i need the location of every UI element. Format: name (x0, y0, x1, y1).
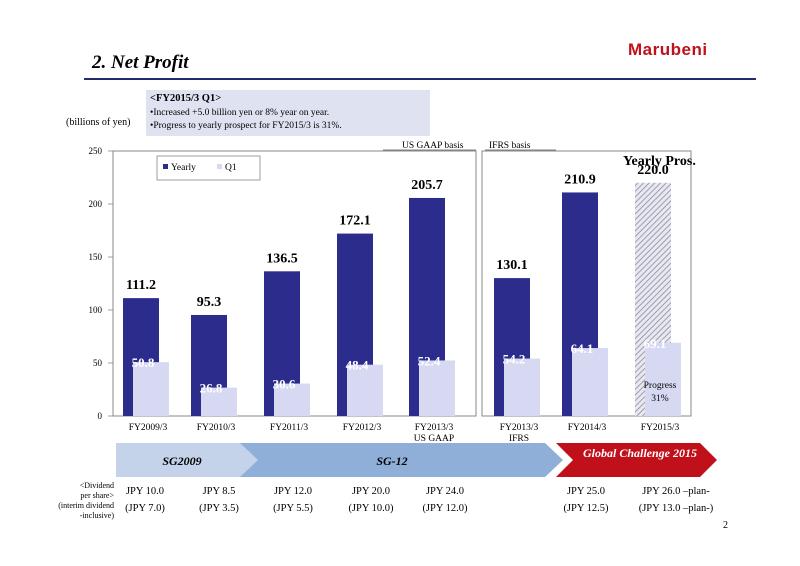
dividend-column: JPY 12.0 (JPY 5.5) (260, 483, 326, 517)
dividend-interim: (JPY 3.5) (199, 503, 239, 514)
summary-note-line: •Progress to yearly prospect for FY2015/… (150, 121, 342, 131)
category-label: FY2015/3 (641, 423, 680, 433)
mid-term-plan-bar: SG2009 SG-12 Global Challenge 2015 (116, 443, 717, 477)
legend-label-yearly: Yearly (171, 163, 196, 173)
yearly-value-label: 130.1 (496, 258, 528, 273)
page-number: 2 (723, 520, 728, 531)
q1-value-label: 69.1 (644, 336, 667, 351)
category-label: FY2011/3 (270, 423, 308, 433)
dividend-total: JPY 25.0 (566, 486, 606, 497)
us-gaap-basis-label: US GAAP basis (402, 141, 464, 151)
ifrs-basis-label: IFRS basis (489, 141, 531, 151)
dividend-label-line: per share> (80, 491, 114, 500)
q1-bar (645, 342, 681, 416)
yearly-value-label: 111.2 (126, 278, 156, 293)
category-label: FY2009/3 (129, 423, 168, 433)
q1-value-label: 50.8 (132, 355, 155, 370)
plan-label-sg2009: SG2009 (162, 454, 201, 468)
q1-bar (274, 383, 310, 416)
q1-value-label: 52.4 (418, 353, 441, 368)
dividend-column: JPY 26.0 –plan- (JPY 13.0 –plan-) (624, 483, 728, 517)
q1-bar (201, 387, 237, 416)
q1-bar (133, 362, 169, 416)
yearly-value-label: 172.1 (339, 214, 371, 229)
progress-caption-line: 31% (651, 394, 669, 404)
plan-label-sg12: SG-12 (376, 454, 407, 468)
company-logo: Marubeni (628, 40, 708, 59)
q1-bar (572, 348, 608, 416)
dividend-interim: (JPY 12.5) (563, 503, 609, 514)
category-label: FY2013/3 (415, 423, 454, 433)
plan-arrow-sg2009 (116, 443, 264, 477)
y-tick-label: 0 (98, 411, 103, 421)
q1-bar (419, 360, 455, 416)
y-tick-label: 100 (89, 305, 103, 315)
progress-caption-line: Progress (644, 381, 677, 391)
category-sublabel: US GAAP (414, 434, 454, 444)
dividend-interim: (JPY 13.0 –plan-) (638, 503, 714, 514)
unit-label: (billions of yen) (66, 117, 131, 128)
title-divider (84, 78, 756, 80)
category-label: FY2012/3 (343, 423, 382, 433)
dividend-total: JPY 8.5 (202, 486, 236, 497)
yearly-value-label: 220.0 (637, 163, 669, 178)
bar-value-labels: 111.2 50.8 95.3 26.8 136.5 30.6 172.1 48.4 205.7… (126, 163, 669, 396)
category-label: FY2014/3 (568, 423, 607, 433)
plan-arrow-sg12 (240, 443, 563, 477)
dividend-interim: (JPY 7.0) (125, 503, 165, 514)
y-tick-label: 50 (93, 358, 103, 368)
dividend-interim: (JPY 10.0) (348, 503, 394, 514)
yearly-value-label: 210.9 (564, 172, 596, 187)
q1-value-label: 54.2 (503, 352, 526, 367)
dividend-interim: (JPY 5.5) (273, 503, 313, 514)
forecast-caption: Yearly Pros. (623, 154, 696, 169)
dividend-total: JPY 24.0 (425, 486, 465, 497)
y-axis: 0 50 100 150 200 250 (89, 146, 113, 421)
q1-value-label: 30.6 (273, 377, 296, 392)
legend-swatch-q1 (217, 164, 222, 169)
yearly-value-label: 95.3 (197, 295, 222, 310)
chart-legend: Yearly Q1 (156, 155, 261, 181)
q1-bar (504, 358, 540, 416)
q1-value-label: 26.8 (200, 381, 223, 396)
plan-label-global-challenge: Global Challenge 2015 (583, 446, 697, 460)
category-sublabel: IFRS (509, 434, 529, 444)
summary-note-box (146, 90, 430, 136)
plan-arrow-global-challenge (556, 443, 717, 477)
q1-value-label: 48.4 (346, 358, 369, 373)
dividend-total: JPY 20.0 (351, 486, 391, 497)
dividend-label-line: (interim dividend (58, 501, 114, 510)
y-tick-label: 200 (89, 199, 103, 209)
category-labels: FY2009/3 FY2010/3 FY2011/3 FY2012/3 FY2013/3… (129, 423, 680, 444)
dividend-label-line: -inclusive) (79, 511, 114, 520)
dividend-column: JPY 8.5 (JPY 3.5) (186, 483, 252, 517)
category-label: FY2013/3 (500, 423, 539, 433)
summary-note-heading: <FY2015/3 Q1> (150, 93, 222, 104)
y-tick-label: 150 (89, 252, 103, 262)
q1-value-label: 64.1 (571, 341, 594, 356)
dividend-total: JPY 12.0 (273, 486, 313, 497)
bar-series (123, 182, 681, 416)
dividend-column: JPY 25.0 (JPY 12.5) (550, 483, 622, 517)
dividend-column: JPY 24.0 (JPY 12.0) (412, 483, 478, 517)
dividend-total: JPY 10.0 (125, 486, 165, 497)
summary-note-line: •Increased +5.0 billion yen or 8% year o… (150, 108, 330, 118)
y-tick-label: 250 (89, 146, 103, 156)
dividend-interim: (JPY 12.0) (422, 503, 468, 514)
legend-swatch-yearly (163, 164, 168, 169)
dividend-column: JPY 20.0 (JPY 10.0) (336, 483, 406, 517)
yearly-value-label: 205.7 (411, 178, 443, 193)
dividend-label: <Dividend per share> (interim dividend -… (52, 481, 114, 521)
yearly-value-label: 136.5 (266, 251, 298, 266)
page-title: 2. Net Profit (92, 52, 189, 73)
dividend-label-line: <Dividend (79, 481, 114, 490)
q1-bar (347, 364, 383, 416)
legend-label-q1: Q1 (225, 163, 237, 173)
dividend-total: JPY 26.0 –plan- (642, 486, 710, 497)
category-label: FY2010/3 (197, 423, 236, 433)
dividend-column: JPY 10.0 (JPY 7.0) (112, 483, 178, 517)
